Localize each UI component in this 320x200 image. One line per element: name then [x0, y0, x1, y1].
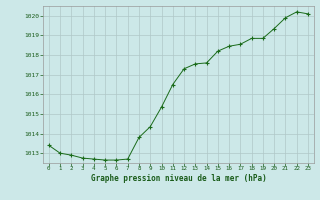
X-axis label: Graphe pression niveau de la mer (hPa): Graphe pression niveau de la mer (hPa): [91, 174, 266, 183]
